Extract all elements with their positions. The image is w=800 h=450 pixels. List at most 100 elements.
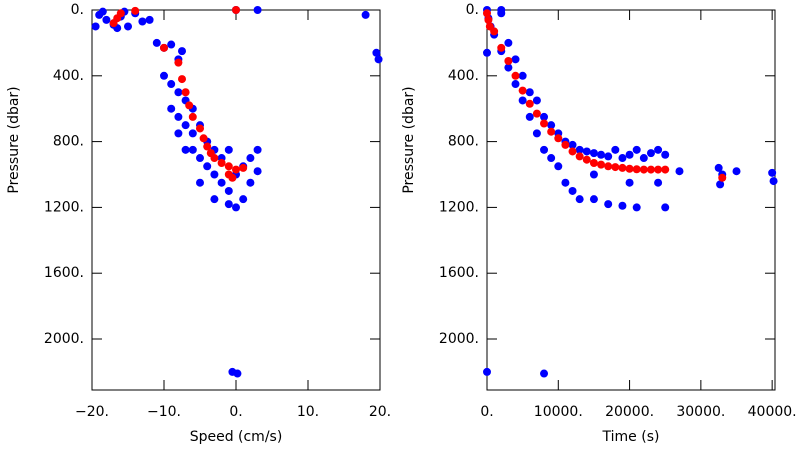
y-tick-label: 2000. xyxy=(439,331,479,347)
scatter-point xyxy=(497,43,506,52)
scatter-point xyxy=(618,154,627,163)
scatter-point xyxy=(554,134,563,143)
x-tick-label: 30000. xyxy=(676,404,725,420)
scatter-point xyxy=(253,6,262,14)
scatter-point xyxy=(484,15,493,24)
scatter-point xyxy=(654,165,663,174)
scatter-point xyxy=(632,203,641,212)
scatter-point xyxy=(518,71,527,80)
scatter-point xyxy=(540,119,549,128)
y-tick-label: 0. xyxy=(466,2,479,18)
scatter-point xyxy=(525,112,534,121)
scatter-point xyxy=(639,165,648,174)
scatter-point xyxy=(611,163,620,172)
y-axis-label: Pressure (dbar) xyxy=(6,86,22,193)
scatter-point xyxy=(716,180,725,189)
scatter-point xyxy=(568,186,577,195)
scatter-point xyxy=(518,96,527,105)
scatter-point xyxy=(116,9,125,18)
scatter-point xyxy=(547,154,556,163)
scatter-point xyxy=(589,195,598,204)
scatter-point xyxy=(625,178,634,187)
scatter-point xyxy=(253,145,262,154)
scatter-point xyxy=(174,58,183,67)
y-tick-label: 400. xyxy=(448,68,479,84)
scatter-point xyxy=(178,47,186,56)
scatter-point xyxy=(675,167,684,176)
x-tick-label: 10000. xyxy=(534,404,583,420)
scatter-point xyxy=(504,56,513,65)
scatter-point xyxy=(568,147,577,156)
scatter-point xyxy=(525,99,534,108)
scatter-point xyxy=(618,201,627,210)
scatter-point xyxy=(554,162,563,171)
scatter-point xyxy=(597,150,606,159)
scatter-point xyxy=(253,167,262,176)
scatter-point xyxy=(504,38,513,47)
scatter-point xyxy=(540,112,549,121)
scatter-point xyxy=(181,88,190,97)
scatter-point xyxy=(589,170,598,179)
scatter-point xyxy=(102,15,111,24)
scatter-point xyxy=(361,10,370,19)
scatter-point xyxy=(232,6,240,14)
scatter-point xyxy=(374,55,383,64)
scatter-point xyxy=(224,162,233,171)
scatter-point xyxy=(185,101,194,110)
scatter-point xyxy=(646,149,655,158)
scatter-point xyxy=(646,165,655,174)
scatter-point xyxy=(582,155,591,164)
scatter-point xyxy=(217,158,226,167)
scatter-point xyxy=(714,163,723,172)
scatter-point xyxy=(547,127,556,136)
x-tick-label: 40000. xyxy=(748,404,797,420)
x-tick-label: 20. xyxy=(369,404,391,420)
scatter-point xyxy=(604,200,613,209)
scatter-point xyxy=(232,203,240,212)
scatter-point xyxy=(625,150,634,159)
scatter-point xyxy=(639,154,648,163)
scatter-point xyxy=(632,165,641,174)
x-axis-label: Time (s) xyxy=(602,429,660,445)
x-tick-label: −20. xyxy=(75,404,109,420)
scatter-point xyxy=(483,9,491,18)
scatter-point xyxy=(632,145,641,154)
scatter-point xyxy=(210,170,219,179)
scatter-point xyxy=(511,71,520,80)
scatter-point xyxy=(540,145,549,154)
scatter-point xyxy=(540,369,549,378)
scatter-point xyxy=(483,367,491,376)
scatter-point xyxy=(769,177,778,186)
scatter-point xyxy=(174,88,183,97)
scatter-point xyxy=(504,63,513,72)
y-tick-label: 800. xyxy=(53,134,84,150)
scatter-point xyxy=(661,203,670,212)
scatter-point xyxy=(167,80,176,89)
scatter-point xyxy=(167,40,176,49)
plot-frame xyxy=(91,9,381,391)
scatter-point xyxy=(597,160,606,169)
scatter-point xyxy=(582,147,591,156)
y-tick-label: 2000. xyxy=(44,331,84,347)
scatter-point xyxy=(661,150,670,159)
scatter-point xyxy=(589,158,598,167)
scatter-point xyxy=(611,145,620,154)
scatter-point xyxy=(124,22,132,31)
scatter-point xyxy=(160,71,168,80)
scatter-point xyxy=(768,168,777,177)
scatter-point xyxy=(138,17,147,26)
scatter-point xyxy=(174,112,183,121)
y-tick-label: 800. xyxy=(448,134,479,150)
y-tick-label: 1600. xyxy=(44,265,84,281)
scatter-point xyxy=(178,75,186,84)
scatter-point xyxy=(511,55,520,64)
y-axis-label: Pressure (dbar) xyxy=(401,86,417,193)
scatter-point xyxy=(210,195,219,204)
scatter-point xyxy=(188,145,197,154)
scatter-point xyxy=(145,15,154,24)
scatter-point xyxy=(661,165,670,174)
scatter-point xyxy=(203,142,212,151)
y-tick-label: 1600. xyxy=(439,265,479,281)
